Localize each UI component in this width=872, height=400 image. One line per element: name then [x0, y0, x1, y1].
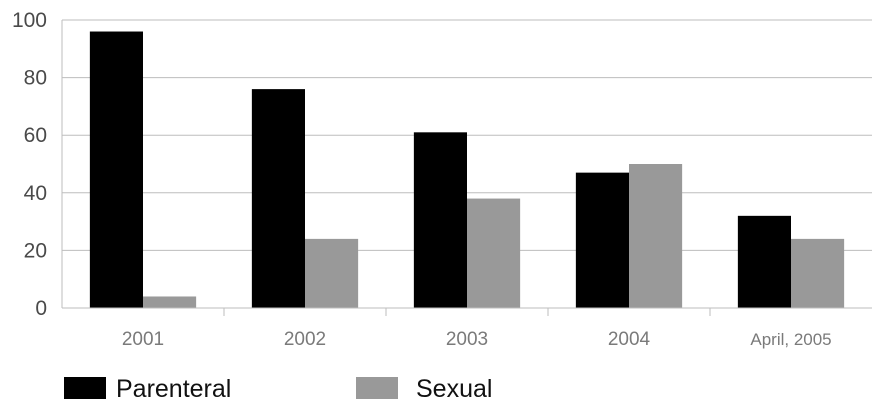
bar-parenteral-0 [89, 31, 143, 309]
axes [61, 20, 872, 316]
legend-label-parenteral: Parenteral [116, 375, 231, 400]
y-tick-label: 60 [24, 124, 47, 147]
x-tick-label: 2003 [446, 329, 488, 350]
y-tick-label: 0 [35, 297, 47, 320]
y-tick-label: 20 [24, 239, 47, 262]
bar-parenteral-1 [251, 89, 305, 309]
y-tick-label: 40 [24, 182, 47, 205]
legend-swatch-sexual [356, 377, 398, 399]
tick-labels: 0 20 40 60 80 100 2001 2002 2003 2004 April, 2005 [12, 9, 832, 350]
x-tick-label: 2004 [608, 329, 651, 350]
legend: Parenteral Sexual [64, 375, 492, 400]
legend-label-sexual: Sexual [416, 375, 492, 400]
bar-sexual-1 [305, 238, 359, 308]
bars [89, 31, 845, 309]
legend-swatch-parenteral [64, 377, 106, 399]
bar-parenteral-3 [575, 172, 629, 308]
y-tick-label: 80 [24, 67, 47, 90]
x-tick-label: 2001 [122, 329, 164, 350]
bar-sexual-4 [791, 238, 845, 308]
bar-sexual-0 [143, 296, 197, 308]
bar-parenteral-2 [413, 132, 467, 308]
bar-sexual-2 [467, 198, 521, 308]
x-tick-label: 2002 [284, 329, 326, 350]
bar-parenteral-4 [737, 215, 791, 308]
y-tick-label: 100 [12, 9, 47, 32]
x-tick-label: April, 2005 [750, 330, 831, 349]
bar-sexual-3 [629, 164, 683, 308]
